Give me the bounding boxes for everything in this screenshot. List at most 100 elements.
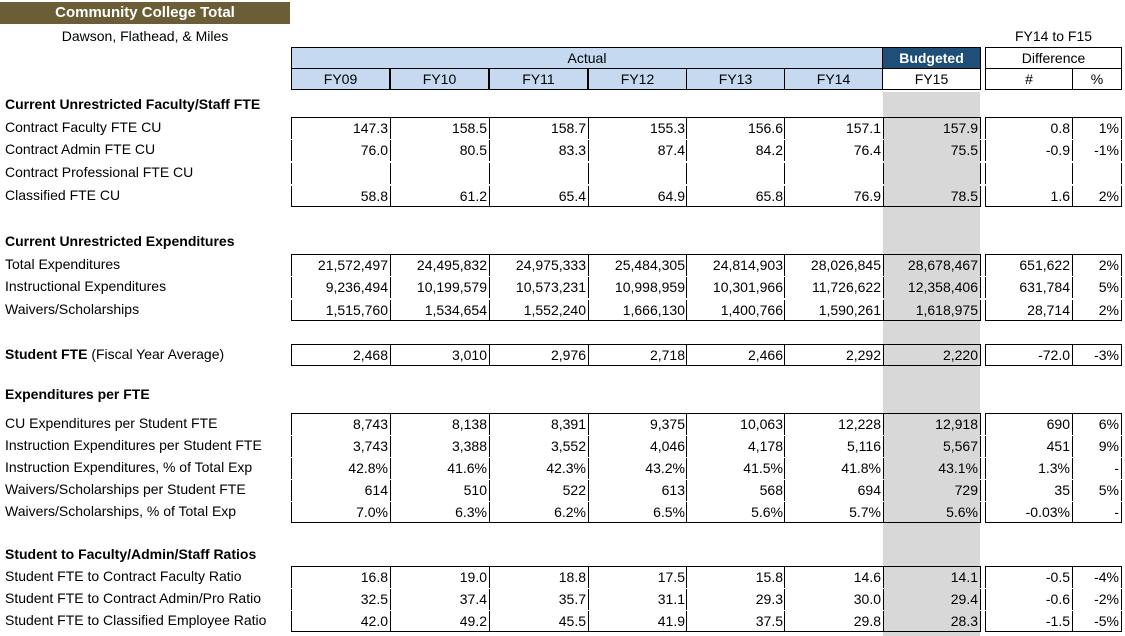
value-cell: 42.0 [291, 611, 390, 632]
value-cell: 1,552,240 [489, 300, 588, 321]
value-cell: 2,466 [686, 345, 785, 366]
budget-cell: 28,678,467 [883, 255, 981, 276]
value-cell: 64.9 [588, 186, 687, 207]
value-cell: 1,666,130 [588, 300, 687, 321]
diff-num-cell: -72.0 [985, 345, 1072, 366]
value-cell: 9,375 [588, 414, 687, 435]
value-cell: 6.5% [588, 502, 687, 523]
value-cell [784, 163, 883, 184]
value-cell: 5,116 [784, 436, 883, 457]
row-border [985, 413, 1122, 435]
row-label: Student FTE to Contract Faculty Ratio [5, 568, 242, 584]
section-title: Current Unrestricted Expenditures [5, 233, 235, 249]
value-cell: 24,814,903 [686, 255, 785, 276]
value-cell: 10,301,966 [686, 277, 785, 298]
row-label: Classified FTE CU [5, 187, 121, 203]
value-cell: 156.6 [686, 118, 785, 139]
budget-cell: 14.1 [883, 567, 981, 588]
value-cell: 8,391 [489, 414, 588, 435]
diff-num-cell: -0.6 [985, 589, 1072, 610]
diff-pct-cell: - [1072, 458, 1122, 479]
year-header-fy12: FY12 [588, 68, 687, 90]
budget-cell: 75.5 [883, 140, 981, 161]
value-cell: 37.4 [390, 589, 489, 610]
value-cell: 613 [588, 480, 687, 501]
budgeted-header: Budgeted [882, 47, 981, 69]
diff-num-cell: 0.8 [985, 118, 1072, 139]
value-cell: 5.6% [686, 502, 785, 523]
value-cell: 8,743 [291, 414, 390, 435]
value-cell: 10,573,231 [489, 277, 588, 298]
value-cell: 42.3% [489, 458, 588, 479]
diff-pct-cell: 5% [1072, 277, 1122, 298]
value-cell: 37.5 [686, 611, 785, 632]
budget-cell: 2,220 [883, 345, 981, 366]
budget-column-highlight [883, 92, 980, 636]
value-cell: 2,718 [588, 345, 687, 366]
budget-cell: 78.5 [883, 186, 981, 207]
row-border [291, 501, 981, 523]
diff-pct-cell: -5% [1072, 611, 1122, 632]
diff-num-cell: -0.03% [985, 502, 1072, 523]
value-cell [390, 163, 489, 184]
value-cell: 65.8 [686, 186, 785, 207]
row-label: Waivers/Scholarships [5, 301, 140, 317]
diff-num-cell: 690 [985, 414, 1072, 435]
value-cell: 29.3 [686, 589, 785, 610]
diff-pct-cell [1072, 163, 1122, 184]
value-cell: 694 [784, 480, 883, 501]
row-label: Contract Faculty FTE CU [5, 119, 162, 135]
value-cell: 5.7% [784, 502, 883, 523]
value-cell: 65.4 [489, 186, 588, 207]
value-cell: 87.4 [588, 140, 687, 161]
section-title: Current Unrestricted Faculty/Staff FTE [5, 96, 261, 112]
value-cell: 10,199,579 [390, 277, 489, 298]
value-cell: 19.0 [390, 567, 489, 588]
value-cell: 522 [489, 480, 588, 501]
budget-cell: 12,918 [883, 414, 981, 435]
value-cell: 614 [291, 480, 390, 501]
diff-num-header: # [985, 68, 1073, 90]
row-border [291, 117, 981, 139]
value-cell: 1,590,261 [784, 300, 883, 321]
value-cell: 41.6% [390, 458, 489, 479]
value-cell: 1,515,760 [291, 300, 390, 321]
budget-cell: 5,567 [883, 436, 981, 457]
value-cell: 158.5 [390, 118, 489, 139]
diff-num-cell: 28,714 [985, 300, 1072, 321]
diff-pct-cell: 1% [1072, 118, 1122, 139]
row-border [985, 344, 1122, 366]
value-cell: 35.7 [489, 589, 588, 610]
value-cell: 14.6 [784, 567, 883, 588]
row-label: Contract Admin FTE CU [5, 141, 156, 157]
budget-cell [883, 163, 981, 184]
value-cell: 28,026,845 [784, 255, 883, 276]
diff-pct-cell: 2% [1072, 255, 1122, 276]
row-border [291, 413, 981, 435]
row-label: Waivers/Scholarships per Student FTE [5, 481, 246, 497]
value-cell: 32.5 [291, 589, 390, 610]
year-header-fy11: FY11 [489, 68, 588, 90]
value-cell: 43.2% [588, 458, 687, 479]
value-cell: 45.5 [489, 611, 588, 632]
value-cell: 1,534,654 [390, 300, 489, 321]
value-cell: 83.3 [489, 140, 588, 161]
value-cell: 41.5% [686, 458, 785, 479]
diff-pct-cell: 5% [1072, 480, 1122, 501]
value-cell: 76.0 [291, 140, 390, 161]
value-cell [489, 163, 588, 184]
row-label: Contract Professional FTE CU [5, 164, 194, 180]
diff-num-cell: 35 [985, 480, 1072, 501]
value-cell: 76.4 [784, 140, 883, 161]
value-cell: 76.9 [784, 186, 883, 207]
budget-cell: 5.6% [883, 502, 981, 523]
value-cell: 61.2 [390, 186, 489, 207]
row-border [291, 254, 981, 276]
value-cell: 16.8 [291, 567, 390, 588]
diff-pct-cell: -2% [1072, 589, 1122, 610]
diff-pct-header: % [1072, 68, 1122, 90]
actual-header: Actual [291, 47, 883, 69]
diff-num-cell: 1.3% [985, 458, 1072, 479]
value-cell: 21,572,497 [291, 255, 390, 276]
